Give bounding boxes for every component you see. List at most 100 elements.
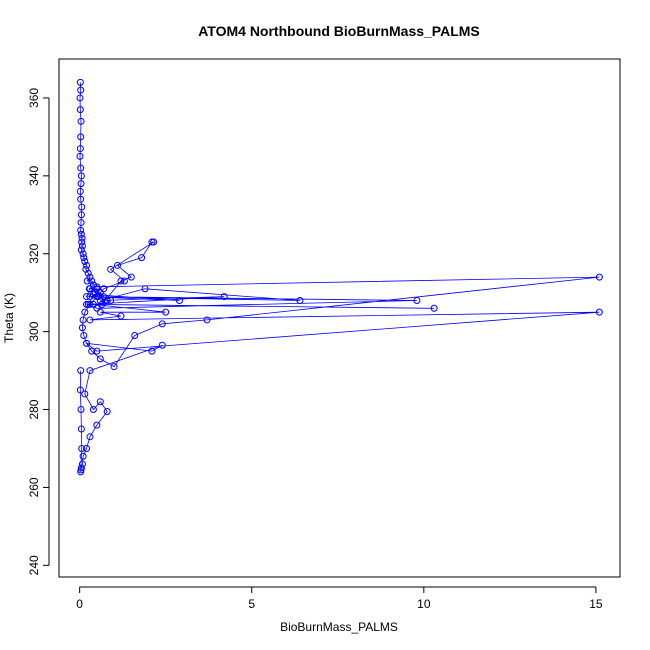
data-point (77, 367, 85, 375)
plot-area-border (58, 58, 621, 578)
data-point (93, 304, 101, 312)
data-point (138, 254, 146, 262)
data-point (78, 203, 86, 211)
data-point (83, 277, 91, 285)
data-point (141, 285, 149, 293)
data-point (158, 320, 166, 328)
data-point (89, 300, 97, 308)
data-point (81, 258, 89, 266)
data-point (86, 367, 94, 375)
x-tick-label: 0 (76, 597, 83, 611)
data-point (84, 269, 92, 277)
data-point (78, 444, 86, 452)
data-point (175, 296, 183, 304)
data-point (83, 444, 91, 452)
data-point (76, 106, 84, 114)
data-point (96, 296, 104, 304)
y-tick-label: 340 (27, 166, 41, 186)
x-axis: 0 5 10 15 (76, 586, 603, 611)
data-point (117, 277, 125, 285)
data-point (76, 78, 84, 86)
data-point (107, 296, 115, 304)
data-point (76, 386, 84, 394)
y-axis-label: Theta (K) (2, 293, 16, 343)
data-point (77, 406, 85, 414)
data-point (77, 425, 85, 433)
data-point (77, 133, 85, 141)
data-point (77, 172, 85, 180)
data-point (93, 293, 101, 301)
data-point (79, 452, 87, 460)
data-point (93, 347, 101, 355)
data-point (78, 324, 86, 332)
data-point (77, 230, 85, 238)
data-point (78, 238, 86, 246)
data-point (80, 332, 88, 340)
data-point (117, 312, 125, 320)
data-point (96, 289, 104, 297)
data-point (83, 261, 91, 269)
y-tick-label: 300 (27, 321, 41, 341)
chart-title: ATOM4 Northbound BioBurnMass_PALMS (198, 23, 480, 39)
data-point (77, 219, 85, 227)
data-point (77, 468, 85, 476)
data-point (120, 277, 128, 285)
data-point (93, 283, 101, 291)
data-point (96, 355, 104, 363)
data-point (89, 406, 97, 414)
data-point (86, 316, 94, 324)
data-point (86, 433, 94, 441)
data-point (79, 316, 87, 324)
data-point (86, 293, 94, 301)
data-point (148, 347, 156, 355)
data-point (110, 363, 118, 371)
data-point (220, 293, 228, 301)
data-point (93, 421, 101, 429)
data-point (77, 180, 85, 188)
y-tick-label: 360 (27, 88, 41, 108)
data-point (76, 94, 84, 102)
data-point (83, 339, 91, 347)
x-tick-label: 15 (589, 597, 603, 611)
data-point (83, 293, 91, 301)
y-tick-label: 260 (27, 477, 41, 497)
data-point (77, 246, 85, 254)
data-point (89, 281, 97, 289)
data-point (77, 86, 85, 94)
data-point (88, 347, 96, 355)
y-axis: 240 260 280 300 320 340 360 (27, 88, 50, 575)
y-tick-label: 240 (27, 555, 41, 575)
data-point (131, 332, 139, 340)
data-point (76, 145, 84, 153)
data-point (150, 238, 158, 246)
data-point (127, 273, 135, 281)
data-point (162, 308, 170, 316)
data-point (96, 398, 104, 406)
y-tick-label: 320 (27, 243, 41, 263)
data-point (83, 300, 91, 308)
x-tick-label: 5 (248, 597, 255, 611)
data-point (203, 316, 211, 324)
data-point (107, 265, 115, 273)
data-point (81, 308, 89, 316)
data-point (595, 273, 603, 281)
data-point (88, 277, 96, 285)
data-point (158, 341, 166, 349)
data-point (77, 164, 85, 172)
data-point (81, 390, 89, 398)
y-tick-label: 280 (27, 399, 41, 419)
data-point (100, 285, 108, 293)
data-point (296, 296, 304, 304)
data-point (86, 285, 94, 293)
data-point (96, 308, 104, 316)
data-point (103, 407, 111, 415)
data-point (79, 250, 87, 258)
data-point (89, 291, 97, 299)
data-point (93, 285, 101, 293)
x-tick-label: 10 (417, 597, 431, 611)
data-point (76, 152, 84, 160)
data-point (98, 300, 106, 308)
x-axis-label: BioBurnMass_PALMS (280, 620, 398, 634)
